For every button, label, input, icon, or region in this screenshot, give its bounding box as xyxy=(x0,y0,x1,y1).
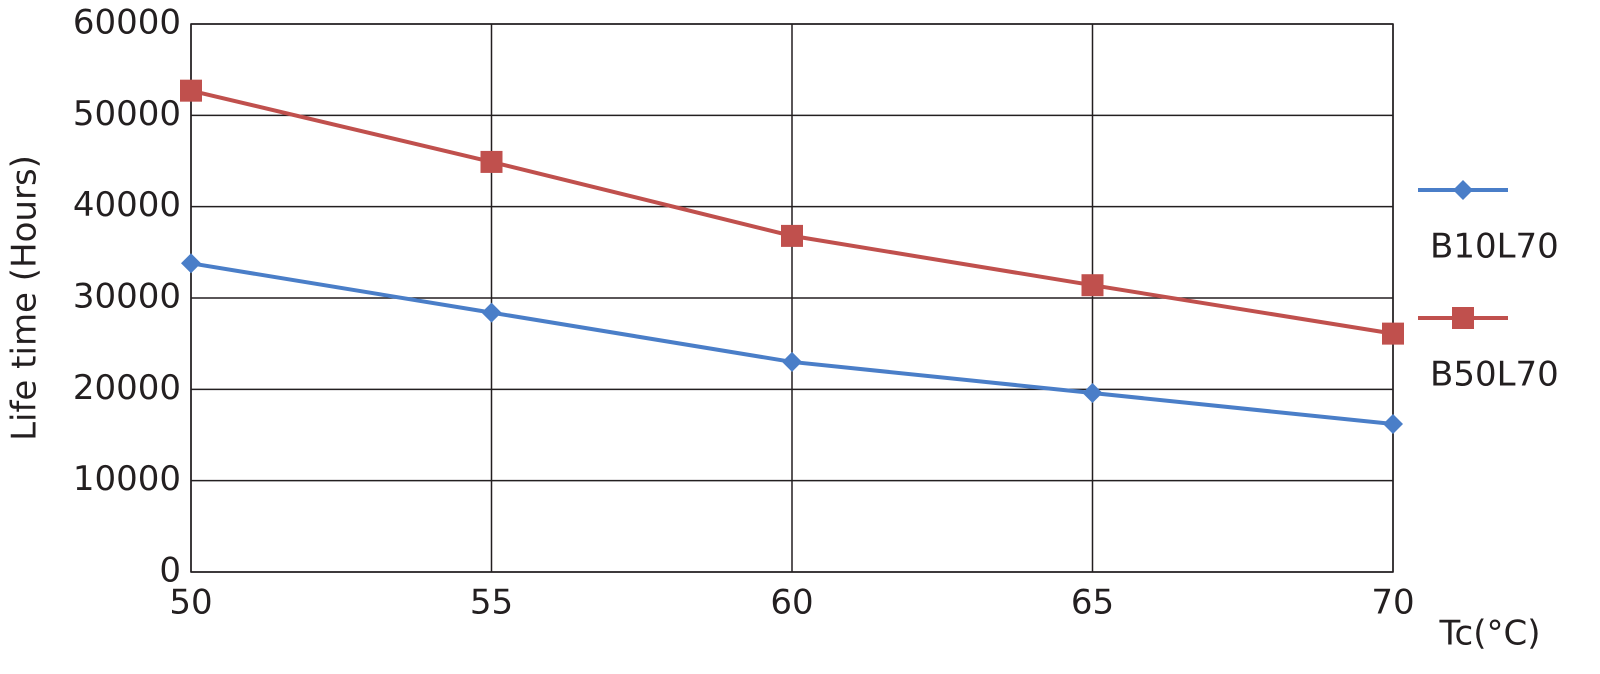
x-tick-label: 70 xyxy=(1371,583,1414,623)
x-tick-label: 65 xyxy=(1071,583,1114,623)
y-tick-label: 0 xyxy=(159,551,181,591)
plot-border xyxy=(190,23,1394,573)
y-tick-label: 50000 xyxy=(73,94,181,134)
x-tick-label: 55 xyxy=(470,583,513,623)
legend-label: B10L70 xyxy=(1430,227,1559,267)
data-point xyxy=(1382,322,1404,345)
data-point xyxy=(781,224,803,247)
data-point xyxy=(1383,414,1403,435)
y-tick-label: 60000 xyxy=(73,3,181,43)
data-point xyxy=(181,253,201,274)
y-axis-label: Life time (Hours) xyxy=(5,155,45,441)
x-tick-label: 60 xyxy=(770,583,813,623)
y-tick-label: 30000 xyxy=(73,277,181,317)
legend-marker xyxy=(1452,307,1474,329)
data-point xyxy=(481,302,502,323)
x-tick-label: 50 xyxy=(169,583,212,623)
legend-marker xyxy=(1453,180,1473,200)
legend-label: B50L70 xyxy=(1430,355,1559,395)
x-axis-label: Tc(°C) xyxy=(1439,614,1541,654)
data-point xyxy=(480,150,503,173)
data-point xyxy=(782,351,802,372)
data-point xyxy=(180,79,202,102)
data-point xyxy=(1082,382,1103,403)
y-tick-label: 10000 xyxy=(73,459,181,499)
y-tick-label: 20000 xyxy=(73,368,181,408)
data-point xyxy=(1081,274,1104,297)
y-tick-label: 40000 xyxy=(73,185,181,225)
